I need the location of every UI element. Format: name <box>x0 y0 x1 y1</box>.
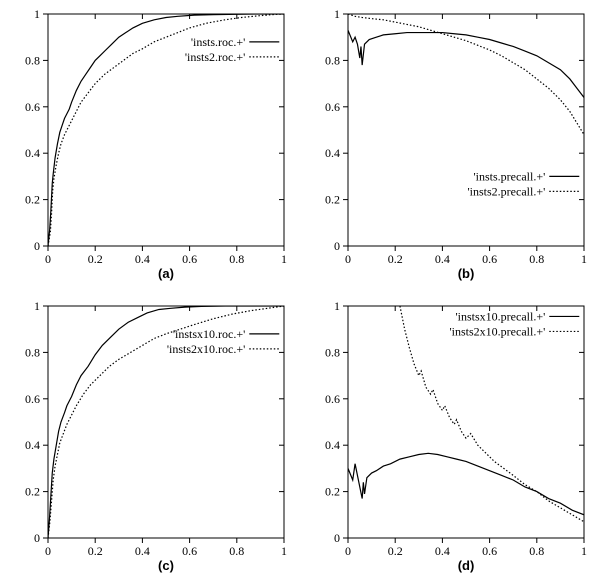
panel-label: (c) <box>158 558 174 573</box>
xtick-label: 0 <box>345 252 351 266</box>
ytick-label: 0.4 <box>25 146 40 160</box>
series-line <box>348 30 584 97</box>
series-line <box>48 14 284 246</box>
ytick-label: 0.8 <box>25 53 40 67</box>
xtick-label: 0.8 <box>229 252 244 266</box>
ytick-label: 0.4 <box>325 438 340 452</box>
panel-c: 0 0.2 0.4 0.6 0.8 1 0 0.2 0.4 0.6 0.8 1 'instsx10.ro… <box>0 292 300 584</box>
xtick-label: 0 <box>45 252 51 266</box>
ytick-label: 0 <box>334 239 340 253</box>
ytick-label: 0.2 <box>325 193 340 207</box>
xtick-label: 0 <box>45 544 51 558</box>
panel-a: 0 0.2 0.4 0.6 0.8 1 0 0.2 0.4 0.6 0.8 1 'insts.roc.+… <box>0 0 300 292</box>
series-line <box>48 306 284 538</box>
xtick-label: 0.6 <box>482 252 497 266</box>
series-line <box>348 453 584 514</box>
ytick-label: 1 <box>334 299 340 313</box>
xtick-label: 1 <box>581 544 587 558</box>
panel-label: (a) <box>158 266 174 281</box>
ytick-label: 0.2 <box>25 485 40 499</box>
legend-label: 'instsx10.precall.+' <box>456 309 546 323</box>
xtick-label: 0.2 <box>388 544 403 558</box>
legend-label: 'instsx10.roc.+' <box>173 327 245 341</box>
panel-label: (d) <box>458 558 475 573</box>
legend-label: 'insts2x10.precall.+' <box>450 324 546 338</box>
series-line <box>348 14 584 135</box>
ytick-label: 0.2 <box>25 193 40 207</box>
legend-label: 'insts2.roc.+' <box>185 50 245 64</box>
ytick-label: 1 <box>34 7 40 21</box>
ytick-label: 0.2 <box>325 485 340 499</box>
ytick-label: 0.8 <box>25 345 40 359</box>
xtick-label: 0.8 <box>529 544 544 558</box>
xtick-label: 0 <box>345 544 351 558</box>
ytick-label: 0.6 <box>25 100 40 114</box>
xtick-label: 0.4 <box>135 252 150 266</box>
xtick-label: 0.4 <box>435 544 450 558</box>
panel-b: 0 0.2 0.4 0.6 0.8 1 0 0.2 0.4 0.6 0.8 1 'insts.preca… <box>300 0 600 292</box>
ytick-label: 0.8 <box>325 53 340 67</box>
ytick-label: 0.4 <box>325 146 340 160</box>
xtick-label: 0.2 <box>88 544 103 558</box>
xtick-label: 1 <box>581 252 587 266</box>
panel-label: (b) <box>458 266 475 281</box>
series-line <box>48 14 284 246</box>
legend-label: 'insts.precall.+' <box>474 169 546 183</box>
xtick-label: 0.6 <box>482 544 497 558</box>
legend-label: 'insts2.precall.+' <box>468 184 546 198</box>
legend-label: 'insts.roc.+' <box>191 35 245 49</box>
xtick-label: 1 <box>281 252 287 266</box>
ytick-label: 0 <box>34 531 40 545</box>
xtick-label: 1 <box>281 544 287 558</box>
ytick-label: 0.6 <box>325 392 340 406</box>
xtick-label: 0.6 <box>182 252 197 266</box>
xtick-label: 0.4 <box>435 252 450 266</box>
ytick-label: 0 <box>334 531 340 545</box>
ytick-label: 0.4 <box>25 438 40 452</box>
ytick-label: 0.6 <box>25 392 40 406</box>
ytick-label: 1 <box>34 299 40 313</box>
xtick-label: 0.8 <box>229 544 244 558</box>
xtick-label: 0.8 <box>529 252 544 266</box>
xtick-label: 0.4 <box>135 544 150 558</box>
xtick-label: 0.2 <box>88 252 103 266</box>
ytick-label: 0.6 <box>325 100 340 114</box>
legend-label: 'insts2x10.roc.+' <box>167 342 245 356</box>
ytick-label: 0 <box>34 239 40 253</box>
panel-d: 0 0.2 0.4 0.6 0.8 1 0 0.2 0.4 0.6 0.8 1 'instsx10.pr… <box>300 292 600 584</box>
series-line <box>48 306 284 538</box>
ytick-label: 0.8 <box>325 345 340 359</box>
xtick-label: 0.2 <box>388 252 403 266</box>
xtick-label: 0.6 <box>182 544 197 558</box>
ytick-label: 1 <box>334 7 340 21</box>
